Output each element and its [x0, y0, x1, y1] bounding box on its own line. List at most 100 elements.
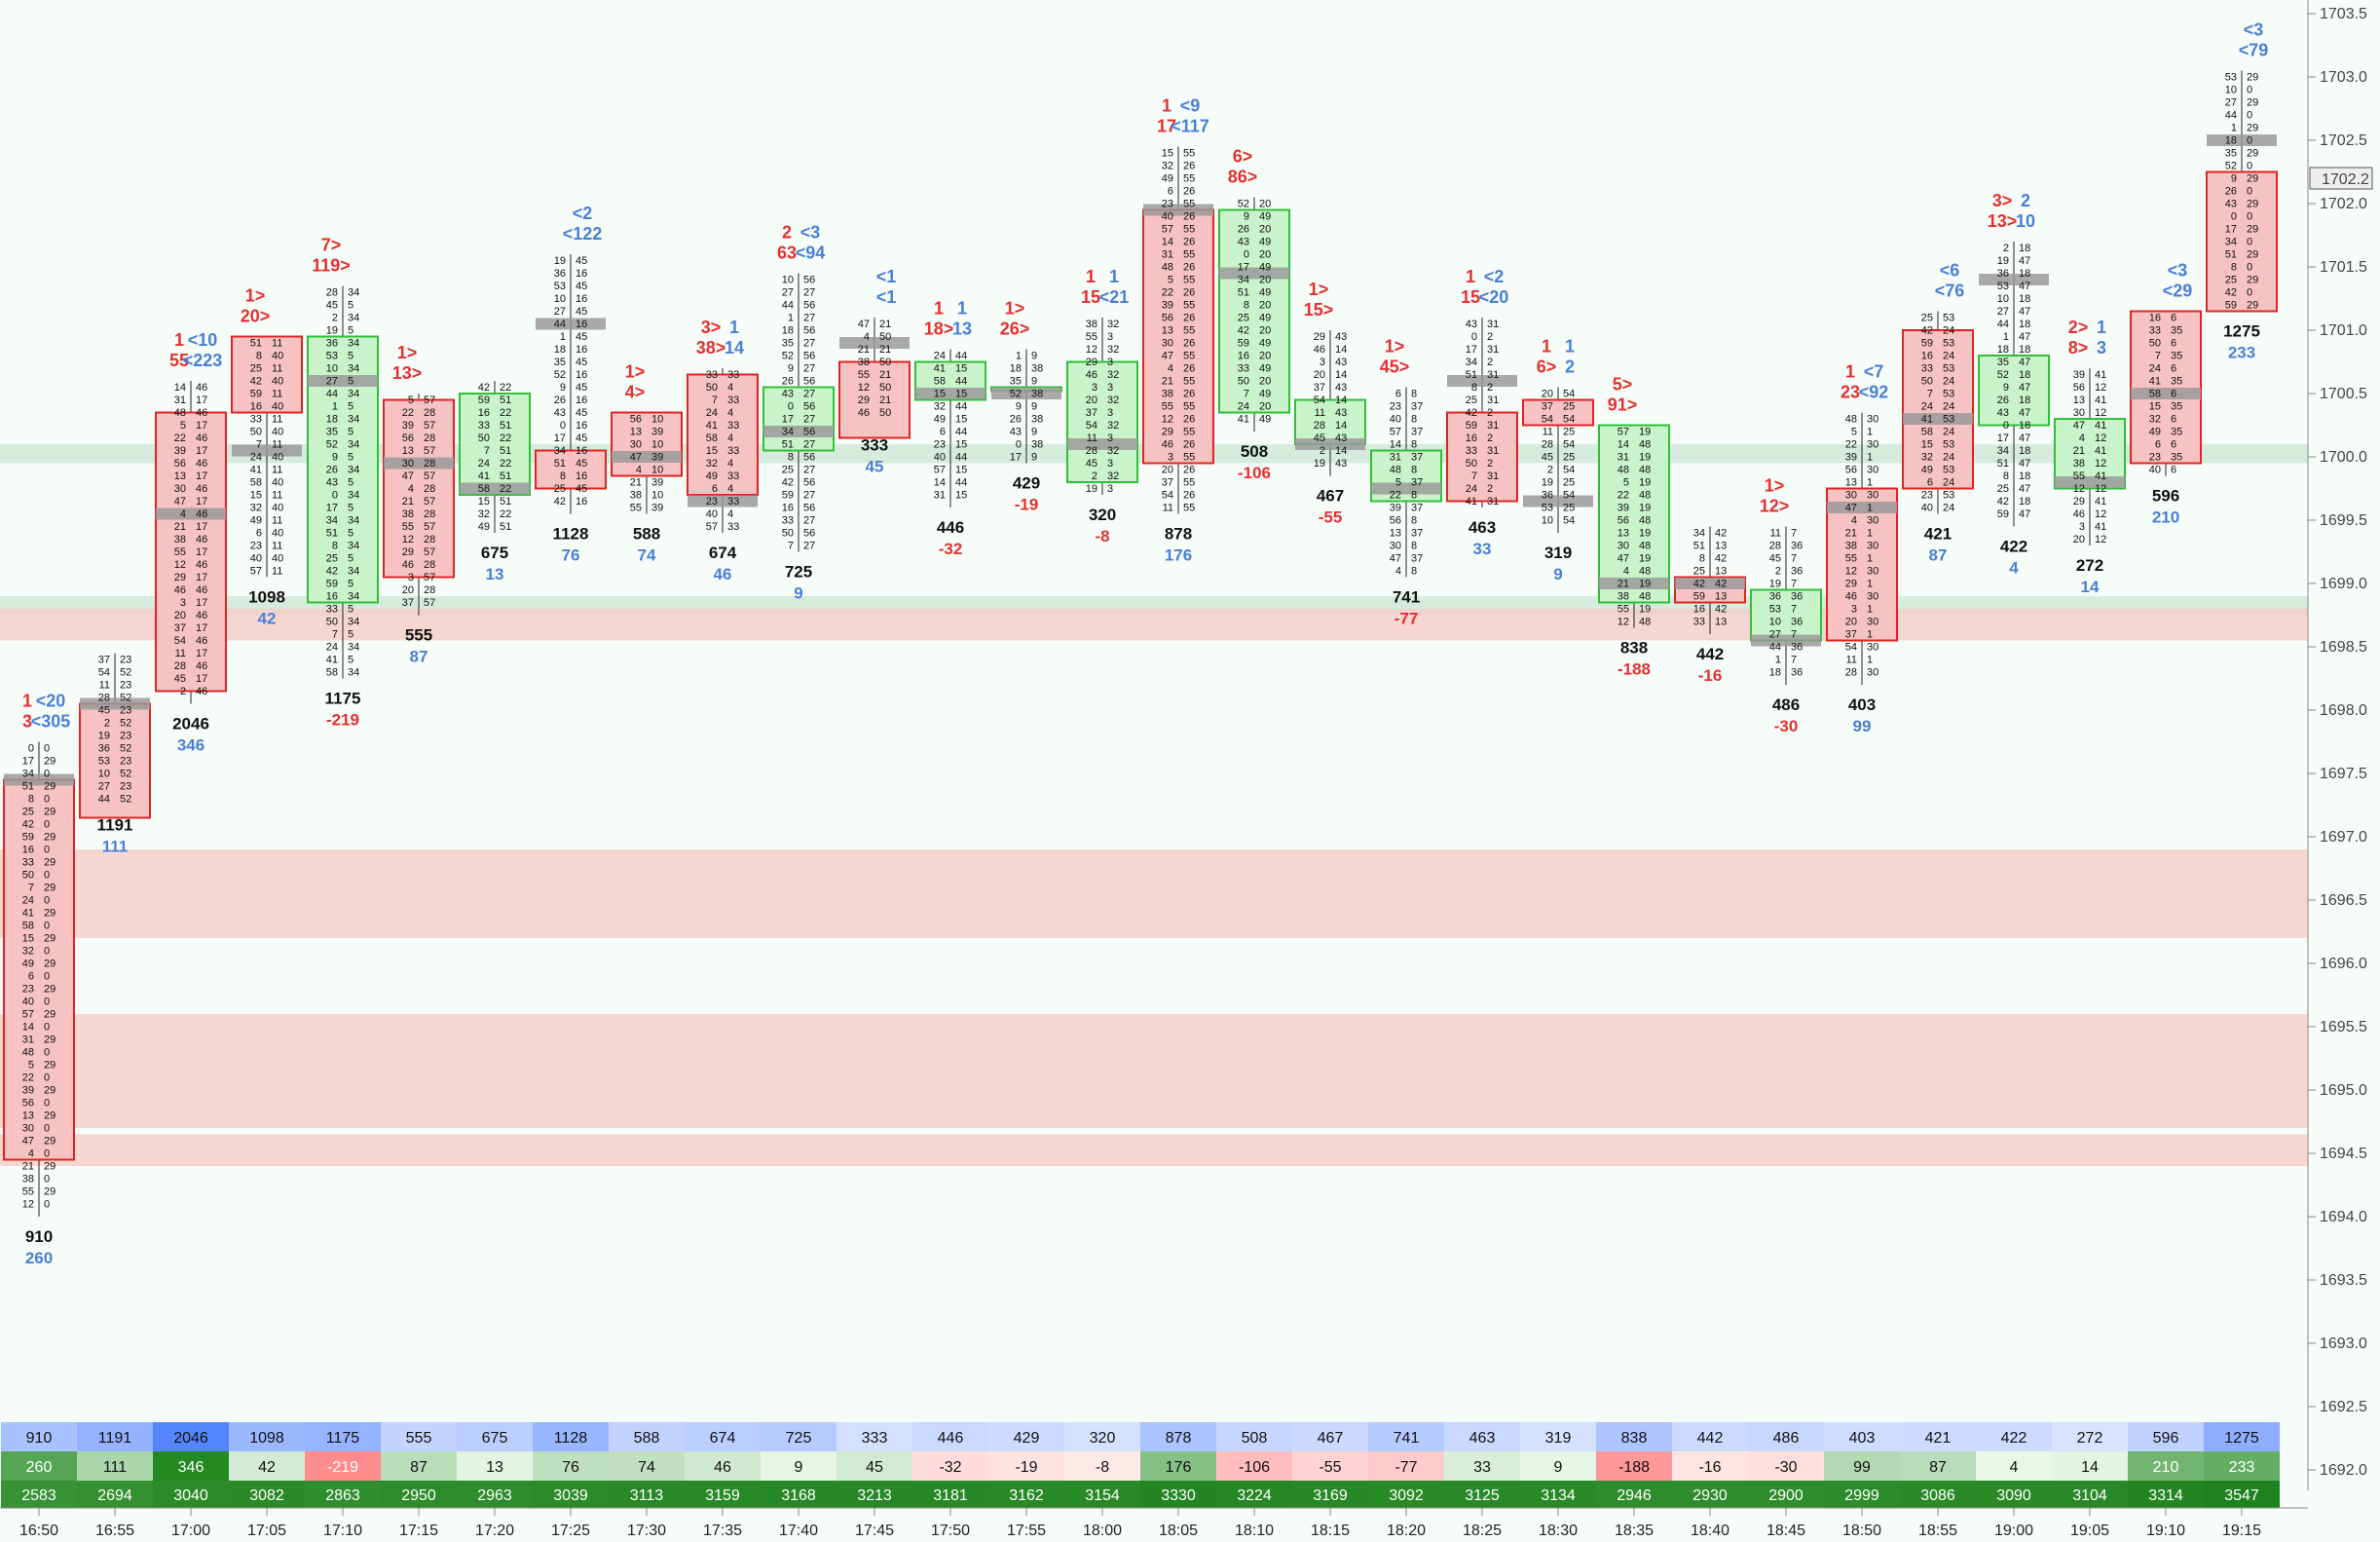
ask-volume: 41 — [2095, 420, 2106, 432]
ask-volume: 0 — [44, 769, 50, 780]
candle-body — [1218, 208, 1290, 414]
time-label: 18:00 — [1083, 1523, 1122, 1539]
bid-volume: 34 — [1466, 357, 1477, 368]
bid-volume: 34 — [782, 427, 794, 438]
ask-volume: 41 — [2095, 369, 2106, 381]
bid-volume: 50 — [782, 528, 794, 540]
footprint-candle[interactable]: 19 45 36 16 53 45 10 16 27 45 44 16 1 45 18 16 35 45 52 16 9… — [535, 204, 607, 565]
bid-volume: 10 — [1997, 293, 2009, 305]
bid-volume: 45 — [1542, 452, 1553, 464]
ask-volume: 42 — [1715, 528, 1727, 540]
ask-imbalance-volume: 26> — [1000, 320, 1030, 339]
ask-volume: 14 — [1335, 420, 1347, 432]
delta-cell — [1, 1451, 77, 1481]
candle-body — [1598, 424, 1670, 604]
footprint-candle[interactable]: 52 20 9 49 26 20 43 49 0 20 17 49 34 20 51 49 8 20 25 49 42 2… — [1218, 147, 1290, 483]
candle-delta: -219 — [326, 711, 359, 730]
ask-volume: 5 — [348, 477, 353, 489]
time-label: 17:45 — [855, 1523, 894, 1539]
footprint-candle[interactable]: 5 57 22 28 39 57 56 28 13 57 30 28 47 57 4 28 21 57 38 28 55… — [383, 343, 455, 666]
bid-volume: 41 — [1921, 414, 1933, 426]
ask-volume: 11 — [272, 515, 282, 527]
price-axis[interactable]: 1703.5 1703.0 1702.5 1702.0 1701.5 1701.0 1700… — [2307, 0, 2373, 1490]
ask-volume: 56 — [803, 351, 815, 362]
bid-volume: 30 — [1390, 541, 1401, 552]
ask-volume: 51 — [500, 395, 511, 406]
bid-volume: 28 — [1086, 445, 1097, 457]
bid-imbalance-volume: 2 — [1565, 357, 1575, 377]
footprint-candle[interactable]: 51 11 8 40 25 11 42 40 59 11 16 40 33 11 50 40 7 11 24 40 41… — [231, 286, 303, 628]
ask-volume: 11 — [272, 490, 282, 502]
candle-body — [535, 449, 607, 490]
delta-cell — [1596, 1451, 1672, 1481]
cum-delta-cell-text: 2946 — [1617, 1487, 1652, 1504]
volume-cell-text: 272 — [2077, 1430, 2103, 1447]
ask-volume: 8 — [1411, 541, 1417, 552]
ask-volume: 25 — [1563, 427, 1575, 438]
ask-volume: 39 — [651, 477, 663, 489]
bid-volume: 42 — [326, 566, 338, 578]
ask-volume: 1 — [1867, 452, 1873, 464]
footprint-candle[interactable]: 56 10 13 39 30 10 47 39 4 10 21 39 38 10 55 39 1>4> 588 74 — [611, 362, 683, 565]
bid-volume: 56 — [1390, 515, 1401, 527]
bid-volume: 35 — [1010, 376, 1022, 388]
bid-volume: 21 — [174, 521, 186, 533]
bid-volume: 26 — [554, 395, 566, 406]
bid-volume: 13 — [1618, 528, 1629, 540]
ask-volume: 29 — [44, 832, 56, 844]
bid-volume: 23 — [1162, 199, 1173, 210]
bid-volume: 11 — [1543, 427, 1553, 438]
bid-volume: 30 — [1618, 541, 1629, 552]
candle-volume: 422 — [2000, 538, 2027, 556]
bid-volume: 28 — [1542, 439, 1553, 451]
bid-volume: 17 — [1010, 452, 1022, 464]
bid-volume: 34 — [1238, 275, 1249, 286]
bid-volume: 1 — [560, 331, 566, 343]
price-label: 1700.5 — [2320, 386, 2367, 402]
candle-volume: 1175 — [325, 690, 361, 708]
ask-volume: 54 — [1563, 389, 1575, 400]
ask-volume: 27 — [803, 313, 815, 324]
ask-volume: 34 — [348, 667, 359, 679]
footprint-candle[interactable]: 42 22 59 51 16 22 33 51 50 22 7 51 24 22 41 51 58 22 15 51 3… — [459, 381, 531, 583]
ask-volume: 3 — [1107, 382, 1113, 394]
bid-volume: 59 — [478, 395, 490, 406]
time-axis[interactable]: 16:50 16:55 17:00 17:05 17:10 17:15 17:20 17:25… — [0, 1507, 2308, 1539]
ask-volume: 20 — [1259, 249, 1271, 261]
ask-volume: 47 — [2019, 306, 2030, 318]
bid-imbalance-volume: <92 — [1859, 383, 1889, 402]
ask-imbalance-volume: 15 — [1081, 287, 1100, 307]
bid-volume: 19 — [98, 731, 110, 742]
ask-volume: 29 — [44, 1161, 56, 1173]
ask-volume: 24 — [1943, 351, 1954, 362]
footprint-candle[interactable]: 29 43 46 14 3 43 20 14 37 43 54 14 11 43 28 14 45 43 2 14 19… — [1294, 280, 1366, 527]
bid-volume: 34 — [554, 445, 566, 457]
bid-volume: 40 — [934, 452, 946, 464]
cum-delta-cell-text: 2963 — [477, 1487, 512, 1504]
